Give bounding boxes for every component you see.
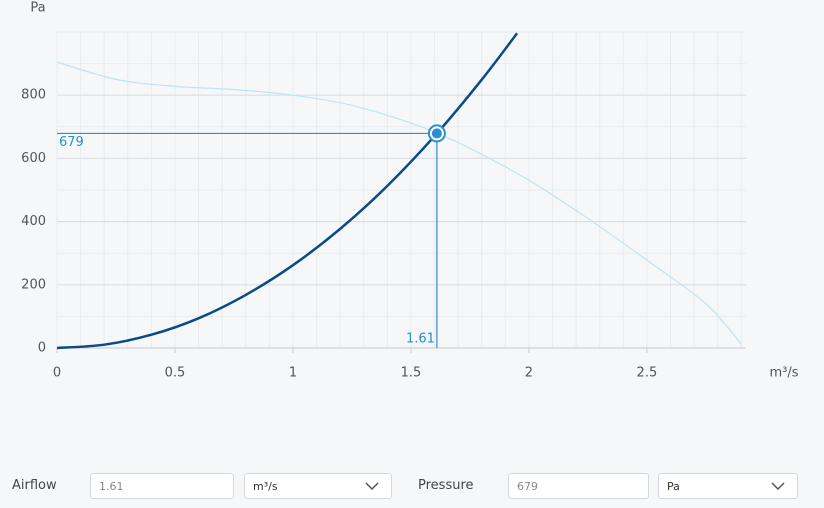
chevron (365, 482, 379, 491)
y-tick-label: 800 (21, 88, 46, 103)
airflow-unit: m³/s (253, 480, 278, 493)
chevron (771, 482, 785, 491)
chart: Pa m³/s 0 200 400 600 800 0 0.5 1 1.5 2 2.5 679 1.61 (21, 1, 799, 381)
airflow-input[interactable]: 1.61 (90, 473, 234, 499)
x-tick-label: 0 (53, 366, 61, 381)
curve (56, 32, 519, 350)
operating-airflow-label: 1.61 (406, 332, 435, 347)
x-tick-label: 2 (525, 366, 533, 381)
y-tick-label: 400 (21, 214, 46, 229)
x-tick-label: 1 (289, 366, 297, 381)
x-tick-label: 0.5 (165, 366, 186, 381)
pressure-label: Pressure (418, 478, 474, 493)
pressure-unit-select[interactable]: Pa (658, 473, 798, 499)
x-axis-label: m³/s (769, 366, 798, 381)
operating-point (431, 128, 442, 139)
x-tick-label: 1.5 (401, 366, 422, 381)
y-tick-label: 600 (21, 151, 46, 166)
operating-pressure-label: 679 (59, 135, 84, 150)
y-tick-label: 200 (21, 277, 46, 292)
airflow-label: Airflow (12, 478, 57, 493)
y-tick-label: 0 (38, 341, 46, 356)
y-axis-label: Pa (30, 1, 45, 16)
pressure-unit: Pa (667, 480, 680, 493)
curve (56, 61, 742, 345)
airflow-unit-select[interactable]: m³/s (244, 473, 392, 499)
pressure-input[interactable]: 679 (508, 473, 649, 499)
x-tick-label: 2.5 (637, 366, 658, 381)
